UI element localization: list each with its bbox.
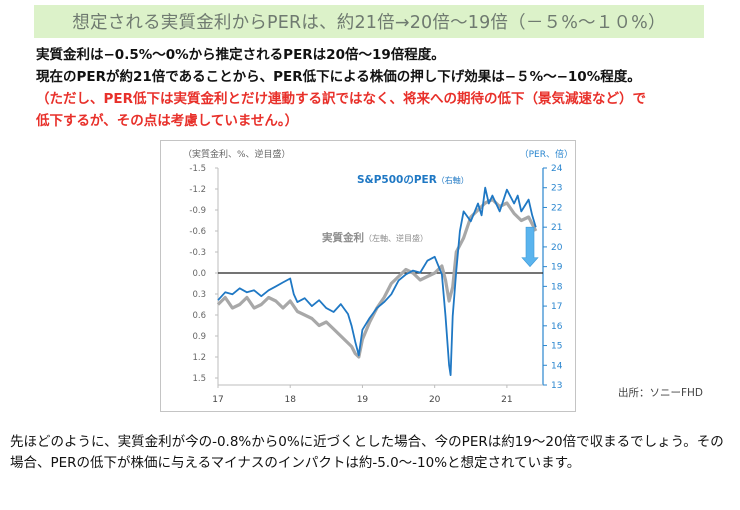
left-tick-label: -0.6	[189, 227, 206, 237]
x-tick-label: 18	[284, 395, 296, 405]
left-axis-title: （実質金利、%、逆目盛）	[183, 148, 291, 160]
left-tick-label: 0.3	[192, 290, 206, 300]
x-tick-label: 17	[212, 395, 223, 405]
right-tick-label: 20	[551, 243, 563, 253]
x-tick-label: 20	[429, 395, 441, 405]
note-line-1: （ただし、PER低下は実質金利とだけ連動する訳ではなく、将来への期待の低下（景気…	[36, 91, 647, 107]
right-tick-label: 14	[551, 361, 563, 371]
note-line-2: 低下するが、その点は考慮していません。）	[36, 113, 299, 129]
per-vs-real-rate-chart: （実質金利、%、逆目盛） （PER、倍） -1.5 -1.2 -0.9 -0.6 -0.…	[183, 148, 573, 405]
right-tick-label: 16	[551, 322, 563, 332]
summary-line-1: 実質金利は−0.5%～0%から推定されるPERは20倍～19倍程度。	[36, 47, 445, 63]
left-tick-label: -0.9	[189, 206, 206, 216]
page-title-banner: 想定される実質金利からPERは、約21倍→20倍～19倍（－５%～１０%）	[34, 5, 704, 38]
per-series-line	[217, 186, 537, 377]
real-rate-series-line	[216, 197, 538, 359]
forecast-down-arrow	[521, 226, 539, 268]
real-rate-series-label: 実質金利（左軸、逆目盛）	[322, 231, 428, 244]
left-tick-label: 0.0	[192, 269, 206, 279]
summary-line-2: 現在のPERが約21倍であることから、PER低下による株価の押し下げ効果は−５%…	[36, 69, 641, 85]
right-tick-label: 17	[551, 302, 562, 312]
summary-block: 実質金利は−0.5%～0%から推定されるPERは20倍～19倍程度。 現在のPE…	[36, 44, 726, 132]
left-tick-label: 0.9	[192, 332, 206, 342]
left-tick-label: 1.5	[192, 374, 206, 384]
right-tick-label: 23	[551, 184, 562, 194]
footer-paragraph: 先ほどのように、実質金利が今の-0.8%から0%に近づくとした場合、今のPERは…	[10, 434, 724, 471]
chart-frame: （実質金利、%、逆目盛） （PER、倍） -1.5 -1.2 -0.9 -0.6 -0.…	[160, 140, 576, 412]
right-tick-label: 13	[551, 381, 562, 391]
right-tick-label: 21	[551, 223, 562, 233]
left-tick-label: 0.6	[192, 311, 206, 321]
left-tick-label: -1.5	[189, 164, 206, 174]
right-tick-label: 19	[551, 263, 563, 273]
x-tick-label: 21	[501, 395, 512, 405]
left-tick-label: -0.3	[189, 248, 206, 258]
right-tick-label: 22	[551, 203, 562, 213]
x-tick-label: 19	[357, 395, 369, 405]
source-note: 出所：ソニーFHD	[618, 387, 704, 399]
right-axis-title: （PER、倍）	[520, 148, 573, 160]
per-series-label: S&P500のPER（右軸）	[357, 174, 469, 186]
right-tick-label: 24	[551, 164, 563, 174]
right-tick-label: 18	[551, 282, 563, 292]
left-tick-label: -1.2	[189, 185, 206, 195]
left-tick-label: 1.2	[192, 353, 206, 363]
right-tick-label: 15	[551, 342, 562, 352]
page-title: 想定される実質金利からPERは、約21倍→20倍～19倍（－５%～１０%）	[72, 13, 666, 33]
